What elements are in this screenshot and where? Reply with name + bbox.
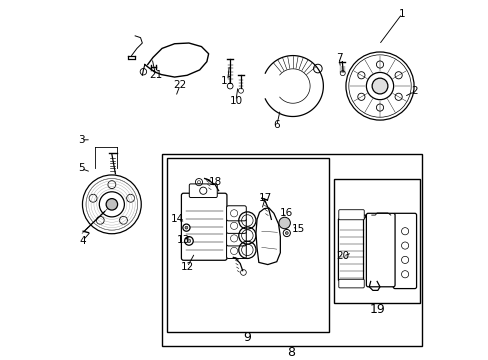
- Text: 1: 1: [398, 9, 405, 19]
- Text: 16: 16: [280, 208, 293, 218]
- Text: 15: 15: [291, 224, 305, 234]
- Circle shape: [183, 224, 190, 231]
- Text: 21: 21: [149, 70, 162, 80]
- Text: 3: 3: [78, 135, 84, 145]
- Polygon shape: [255, 208, 280, 265]
- Circle shape: [371, 78, 387, 94]
- Text: 18: 18: [208, 177, 221, 187]
- Text: 7: 7: [335, 53, 342, 63]
- FancyBboxPatch shape: [338, 279, 364, 288]
- Circle shape: [278, 217, 290, 229]
- FancyBboxPatch shape: [392, 213, 416, 289]
- Text: 14: 14: [170, 214, 183, 224]
- Bar: [167, 158, 328, 332]
- FancyBboxPatch shape: [366, 213, 394, 287]
- Text: 9: 9: [243, 331, 251, 344]
- FancyBboxPatch shape: [226, 218, 246, 233]
- FancyBboxPatch shape: [226, 206, 246, 221]
- FancyBboxPatch shape: [226, 243, 246, 258]
- Text: 19: 19: [368, 302, 384, 315]
- Bar: [333, 179, 419, 303]
- Text: 8: 8: [286, 346, 294, 359]
- FancyBboxPatch shape: [226, 231, 246, 246]
- Text: 13: 13: [177, 235, 190, 245]
- Text: 11: 11: [221, 76, 234, 86]
- FancyBboxPatch shape: [338, 210, 364, 220]
- Text: 12: 12: [180, 262, 193, 272]
- Circle shape: [285, 231, 287, 234]
- Text: 20: 20: [336, 251, 349, 261]
- Text: 22: 22: [173, 80, 186, 90]
- Circle shape: [184, 226, 187, 229]
- Circle shape: [283, 229, 290, 237]
- Polygon shape: [338, 215, 365, 280]
- Text: 17: 17: [258, 193, 271, 203]
- Circle shape: [106, 199, 117, 210]
- FancyBboxPatch shape: [189, 184, 217, 198]
- Circle shape: [184, 237, 193, 245]
- Text: 5: 5: [78, 163, 84, 174]
- Bar: [162, 154, 421, 346]
- Circle shape: [187, 239, 190, 243]
- Text: 2: 2: [410, 86, 417, 96]
- Text: 10: 10: [229, 96, 242, 106]
- FancyBboxPatch shape: [181, 193, 226, 260]
- Text: 4: 4: [79, 236, 85, 246]
- Text: 6: 6: [273, 121, 280, 130]
